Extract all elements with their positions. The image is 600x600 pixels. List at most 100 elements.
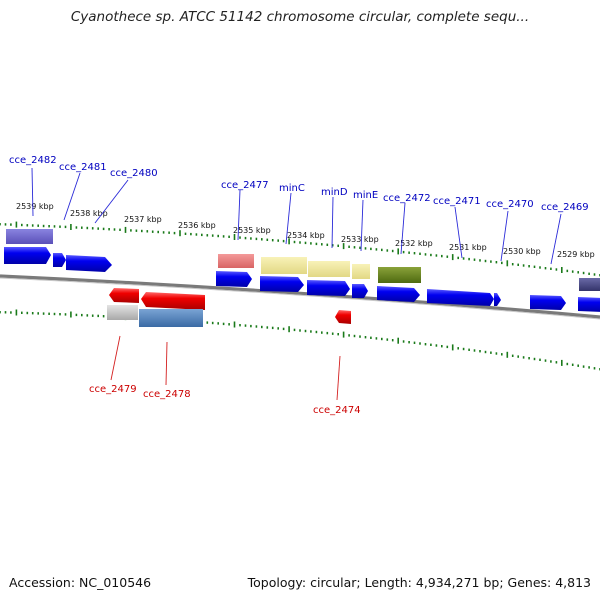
minor-tick [211, 321, 214, 325]
cds-arrow-cce-2479[interactable] [109, 288, 139, 303]
minor-tick [250, 237, 252, 240]
minor-tick [517, 263, 519, 266]
minor-tick [462, 257, 465, 260]
minor-tick [271, 326, 274, 330]
cds-arrow-cce-2471[interactable] [427, 289, 494, 306]
gene-label-cce-2469[interactable]: cce_2469 [541, 202, 589, 213]
gene-label-cce-2470[interactable]: cce_2470 [486, 199, 534, 210]
cds-arrow-cce-2478[interactable] [141, 292, 205, 310]
minor-tick [408, 251, 410, 254]
cds-arrow-mind[interactable] [307, 280, 350, 296]
cds-arrow-cce-2472[interactable] [377, 286, 420, 302]
feature-bar-cce-2478[interactable] [139, 309, 203, 327]
minor-tick [59, 225, 61, 228]
cds-arrow-cce-2480[interactable] [66, 255, 112, 272]
minor-tick [315, 242, 318, 246]
minor-tick [408, 341, 410, 344]
minor-tick [424, 253, 427, 256]
minor-tick [190, 232, 192, 236]
minor-tick [81, 226, 83, 229]
minor-tick [375, 337, 378, 340]
minor-tick [381, 248, 383, 252]
feature-bar-cce-2482[interactable] [6, 229, 53, 244]
gene-label-cce-2480[interactable]: cce_2480 [110, 168, 158, 179]
minor-tick [37, 312, 39, 315]
minor-tick [555, 361, 558, 364]
minor-tick [321, 243, 323, 246]
gene-label-cce-2481[interactable]: cce_2481 [59, 162, 107, 173]
feature-bar-cce-2472[interactable] [378, 267, 421, 283]
minor-tick [501, 261, 503, 265]
minor-tick [217, 322, 219, 325]
gene-label-cce-2482[interactable]: cce_2482 [9, 155, 57, 166]
cds-arrow-minc[interactable] [260, 276, 304, 292]
cds-arrow-cce-2482[interactable] [4, 247, 51, 264]
minor-tick [370, 336, 372, 339]
major-tick [124, 226, 127, 233]
minor-tick [162, 231, 165, 234]
minor-tick [522, 356, 525, 359]
gene-label-cce-2472[interactable]: cce_2472 [383, 193, 431, 204]
minor-tick [97, 227, 99, 230]
minor-tick [266, 238, 269, 241]
minor-tick [293, 240, 296, 244]
minor-tick [370, 247, 372, 251]
minor-tick [348, 245, 350, 248]
gene-label-cce-2477[interactable]: cce_2477 [221, 180, 269, 191]
gene-label-mine[interactable]: minE [353, 190, 378, 201]
cds-arrow-cce-2481[interactable] [53, 253, 66, 267]
gene-label-cce-2471[interactable]: cce_2471 [433, 196, 481, 207]
feature-bar-mine[interactable] [352, 264, 370, 279]
minor-tick [304, 241, 307, 245]
gene-label-mind[interactable]: minD [321, 187, 348, 198]
minor-tick [517, 355, 519, 358]
cds-arrow-cce-2471b[interactable] [494, 293, 501, 306]
minor-tick [550, 267, 552, 270]
minor-tick [424, 343, 427, 346]
feature-bar-cce-2479[interactable] [107, 305, 138, 320]
major-tick [233, 321, 236, 328]
minor-tick [201, 233, 203, 237]
minor-tick [582, 365, 585, 368]
minor-tick [522, 264, 525, 267]
cds-arrow-cce-2470[interactable] [530, 295, 566, 310]
minor-tick [64, 225, 67, 229]
feature-bar-cce-2469[interactable] [579, 278, 600, 291]
minor-tick [495, 261, 498, 264]
feature-bar-mind[interactable] [308, 261, 350, 277]
minor-tick [539, 266, 541, 269]
minor-tick [391, 249, 394, 253]
minor-tick [113, 228, 116, 231]
cds-arrow-mine[interactable] [352, 284, 368, 298]
minor-tick [364, 336, 367, 339]
gene-label-cce-2478[interactable]: cce_2478 [143, 389, 191, 400]
minor-tick [386, 338, 389, 341]
gene-label-cce-2474[interactable]: cce_2474 [313, 405, 361, 416]
scale-label: 2529 kbp [557, 250, 595, 259]
cds-arrow-cce-2469[interactable] [578, 297, 600, 312]
minor-tick [0, 311, 1, 314]
minor-tick [550, 360, 552, 363]
minor-tick [539, 358, 541, 361]
minor-tick [348, 334, 350, 337]
major-tick [506, 260, 509, 267]
gene-label-cce-2479[interactable]: cce_2479 [89, 384, 137, 395]
major-tick [70, 224, 72, 230]
minor-tick [173, 231, 176, 235]
major-tick [397, 248, 399, 255]
feature-bar-cce-2477[interactable] [218, 254, 254, 268]
minor-tick [135, 229, 138, 232]
scale-label: 2539 kbp [16, 202, 54, 211]
minor-tick [75, 226, 78, 229]
minor-tick [566, 269, 569, 273]
minor-tick [91, 227, 94, 230]
feature-bar-minc[interactable] [261, 257, 307, 274]
scale-label: 2538 kbp [70, 209, 108, 218]
minor-tick [462, 347, 465, 351]
cds-arrow-cce-2474[interactable] [335, 310, 351, 324]
gene-label-minc[interactable]: minC [279, 183, 305, 194]
minor-tick [468, 348, 470, 351]
minor-tick [64, 313, 67, 316]
cds-arrow-cce-2477[interactable] [216, 271, 252, 287]
